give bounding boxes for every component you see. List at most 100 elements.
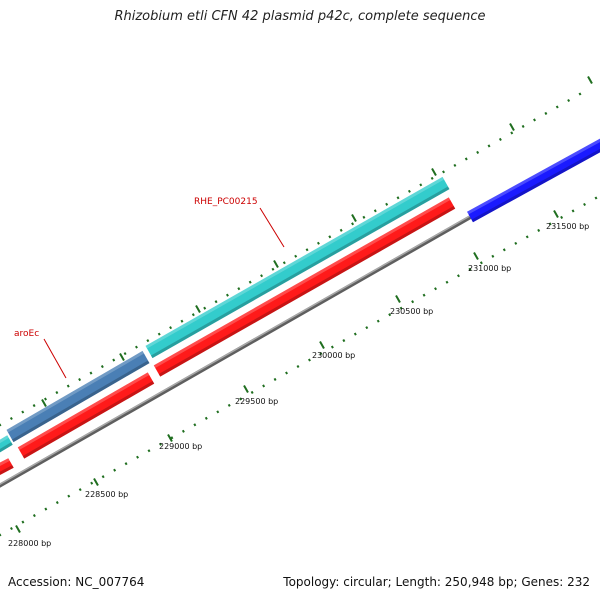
tick-label-230500: 230500 bp xyxy=(390,307,433,316)
minor-tick-inner-47 xyxy=(537,228,541,232)
minor-tick-inner-33 xyxy=(376,319,380,323)
major-tick-inner-7 xyxy=(553,210,559,218)
minor-tick-inner-0 xyxy=(0,533,2,537)
minor-tick-inner-15 xyxy=(170,436,174,440)
minor-tick-outer-6 xyxy=(66,384,70,388)
minor-tick-outer-12 xyxy=(135,345,138,349)
minor-tick-outer-44 xyxy=(498,137,502,141)
major-tick-inner-2 xyxy=(167,434,173,442)
major-tick-inner-0 xyxy=(15,525,21,533)
major-ticks xyxy=(15,76,593,533)
tick-label-228000: 228000 bp xyxy=(8,539,51,548)
major-tick-inner-1 xyxy=(93,478,99,486)
minor-tick-outer-0 xyxy=(0,423,2,427)
minor-tick-outer-7 xyxy=(78,378,82,382)
minor-tick-outer-25 xyxy=(282,261,286,265)
gene-red-edge xyxy=(0,458,14,475)
tick-label-229500: 229500 bp xyxy=(235,397,278,406)
minor-tick-inner-11 xyxy=(124,462,128,466)
minor-tick-inner-22 xyxy=(250,390,254,394)
minor-tick-inner-19 xyxy=(216,410,220,414)
minor-tick-outer-22 xyxy=(248,280,252,284)
gene-red-2-bevel xyxy=(17,372,150,450)
major-tick-inner-5 xyxy=(395,295,401,303)
minor-tick-inner-51 xyxy=(583,202,587,207)
minor-tick-outer-2 xyxy=(21,410,25,414)
minor-tick-inner-8 xyxy=(90,481,94,485)
gene-red-3 xyxy=(153,197,456,377)
gene-red-edge-shade xyxy=(0,465,14,475)
major-tick-outer-4 xyxy=(351,214,357,222)
minor-tick-inner-49 xyxy=(560,215,564,219)
minor-tick-inner-36 xyxy=(411,300,415,304)
major-tick-outer-3 xyxy=(273,260,279,268)
minor-tick-inner-42 xyxy=(479,261,483,265)
minor-tick-inner-5 xyxy=(55,501,59,505)
minor-tick-outer-15 xyxy=(169,326,173,330)
callouts xyxy=(43,207,285,379)
minor-tick-outer-14 xyxy=(157,332,161,336)
minor-tick-inner-35 xyxy=(399,306,403,310)
minor-tick-inner-38 xyxy=(434,287,438,291)
minor-tick-outer-49 xyxy=(555,105,559,109)
major-tick-outer-7 xyxy=(587,76,593,84)
minor-tick-outer-21 xyxy=(237,287,241,291)
minor-tick-inner-34 xyxy=(388,313,392,317)
tick-label-231500: 231500 bp xyxy=(546,222,589,231)
minor-tick-outer-33 xyxy=(373,209,377,213)
minor-tick-inner-46 xyxy=(525,235,529,239)
minor-tick-inner-50 xyxy=(571,209,575,213)
minor-tick-outer-32 xyxy=(362,215,366,219)
minor-tick-inner-7 xyxy=(78,488,82,492)
gene-aroec-shade xyxy=(11,360,150,443)
minor-tick-outer-8 xyxy=(89,371,93,375)
gene-blue-1-shade xyxy=(471,148,600,223)
minor-tick-outer-29 xyxy=(328,235,332,239)
minor-tick-inner-25 xyxy=(285,371,289,375)
minor-tick-outer-38 xyxy=(430,176,434,180)
minor-tick-outer-39 xyxy=(442,170,445,174)
minor-tick-inner-18 xyxy=(204,416,208,420)
major-tick-outer-2 xyxy=(195,305,201,313)
tick-label-230000: 230000 bp xyxy=(312,351,355,360)
gene-red-3-shade xyxy=(158,206,456,377)
gene-aroec-bevel xyxy=(6,350,145,433)
minor-tick-outer-51 xyxy=(578,92,582,96)
accession-text: Accession: NC_007764 xyxy=(8,575,145,589)
genes xyxy=(0,138,600,475)
minor-ticks xyxy=(0,92,598,537)
minor-tick-outer-10 xyxy=(112,358,116,362)
minor-tick-inner-32 xyxy=(365,326,369,330)
gene-aroec xyxy=(6,350,150,443)
minor-tick-outer-17 xyxy=(191,313,195,317)
major-tick-inner-3 xyxy=(243,385,249,393)
minor-tick-outer-4 xyxy=(44,397,47,401)
gene-cyan-edge-bevel xyxy=(0,435,9,444)
minor-tick-outer-3 xyxy=(32,403,36,408)
minor-tick-inner-17 xyxy=(193,423,197,427)
minor-tick-inner-6 xyxy=(67,494,71,498)
minor-tick-outer-24 xyxy=(271,267,275,271)
gene-blue-1 xyxy=(467,138,600,223)
minor-tick-inner-39 xyxy=(445,280,449,284)
minor-tick-outer-30 xyxy=(339,228,343,232)
major-tick-outer-1 xyxy=(119,353,125,361)
minor-tick-inner-28 xyxy=(319,352,323,356)
minor-tick-inner-45 xyxy=(514,241,518,245)
minor-tick-outer-9 xyxy=(100,365,104,369)
gene-red-2 xyxy=(17,372,155,459)
minor-tick-outer-43 xyxy=(487,144,491,148)
minor-tick-outer-31 xyxy=(351,222,355,226)
tick-label-228500: 228500 bp xyxy=(85,490,128,499)
callout-aroec xyxy=(43,338,67,379)
minor-tick-outer-13 xyxy=(146,339,150,343)
minor-tick-outer-42 xyxy=(476,150,480,154)
gene-cyan-edge-shade xyxy=(0,442,13,453)
minor-tick-outer-48 xyxy=(544,111,548,116)
tick-label-231000: 231000 bp xyxy=(468,264,511,273)
minor-tick-outer-5 xyxy=(55,391,59,395)
minor-tick-outer-50 xyxy=(567,98,571,103)
gene-rhe-pc00215 xyxy=(145,176,450,359)
gene-red-edge-bevel xyxy=(0,458,10,466)
minor-tick-inner-4 xyxy=(44,507,48,511)
